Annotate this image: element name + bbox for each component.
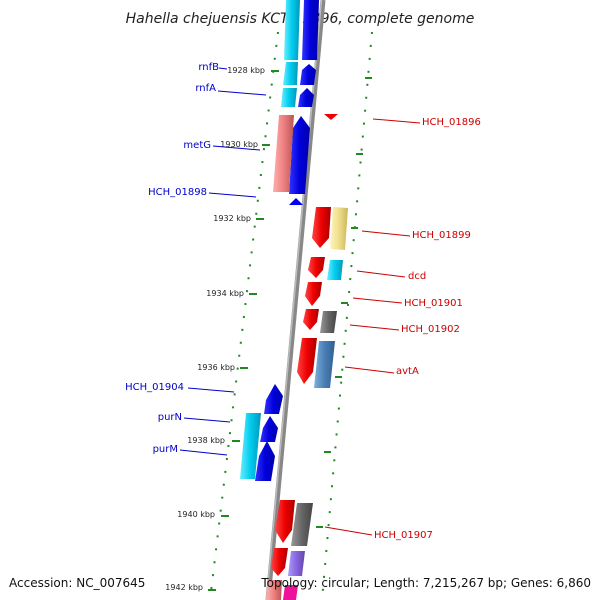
label-HCH_01898[interactable]: HCH_01898 — [148, 187, 207, 198]
outer-tick-dashes — [316, 77, 372, 528]
label-avtA[interactable]: avtA — [396, 366, 419, 377]
left-gene-labels — [179, 67, 267, 456]
gene-avtA-steel[interactable] — [314, 341, 335, 388]
gene-purN[interactable] — [260, 416, 278, 442]
label-HCH_01907[interactable]: HCH_01907 — [374, 530, 433, 541]
gene-HCH_01907[interactable] — [275, 500, 295, 543]
label-metG[interactable]: metG — [183, 140, 211, 151]
tick-label-1930: 1930 kbp — [220, 140, 258, 149]
reverse-strand-genes — [266, 114, 348, 600]
label-purM[interactable]: purM — [153, 444, 178, 455]
gene-HCH_01896[interactable] — [324, 114, 338, 120]
accession-text: Accession: NC_007645 — [9, 576, 145, 590]
gene-rnfB-blue[interactable] — [300, 64, 316, 85]
inner-dotted-guide — [209, 31, 279, 600]
label-rnfA[interactable]: rnfA — [195, 83, 216, 94]
gene-HCH_01907-gray[interactable] — [291, 503, 313, 546]
right-gene-label-text: HCH_01896 HCH_01899 dcd HCH_01901 HCH_01… — [374, 117, 481, 541]
label-HCH_01904[interactable]: HCH_01904 — [125, 382, 184, 393]
gene-red-bottom[interactable] — [271, 548, 288, 576]
tick-label-1928: 1928 kbp — [227, 66, 265, 75]
gene-dcd[interactable] — [308, 257, 325, 278]
gene-purM[interactable] — [255, 441, 275, 481]
tick-label-1934: 1934 kbp — [206, 289, 244, 298]
tick-label-1938: 1938 kbp — [187, 436, 225, 445]
left-gene-label-text: rnfB rnfA metG HCH_01898 HCH_01904 purN … — [125, 62, 219, 455]
topology-text: Topology: circular; Length: 7,215,267 bp… — [260, 576, 591, 590]
gene-HCH_01899-yellow[interactable] — [330, 207, 348, 250]
label-HCH_01896[interactable]: HCH_01896 — [422, 117, 481, 128]
gene-pink-metG[interactable] — [273, 115, 294, 192]
genome-title: Hahella chejuensis KCTC 2396, complete g… — [126, 11, 475, 27]
gene-purple-bottom[interactable] — [288, 551, 305, 576]
gene-avtA[interactable] — [297, 338, 317, 384]
tick-label-1936: 1936 kbp — [197, 363, 235, 372]
gene-rnfA[interactable] — [281, 88, 297, 107]
label-purN[interactable]: purN — [158, 412, 182, 423]
gene-cyan-top[interactable] — [284, 0, 300, 60]
label-HCH_01901[interactable]: HCH_01901 — [404, 298, 463, 309]
gene-HCH_01901[interactable] — [305, 282, 322, 306]
gene-rnfA-blue[interactable] — [298, 88, 314, 107]
gene-HCH_01899[interactable] — [312, 207, 331, 248]
label-HCH_01899[interactable]: HCH_01899 — [412, 230, 471, 241]
gene-magenta-bottom[interactable] — [283, 585, 298, 600]
gene-blue-top[interactable] — [302, 0, 319, 60]
tick-label-1942: 1942 kbp — [165, 583, 203, 592]
gene-metG[interactable] — [289, 116, 310, 194]
gene-rnfB[interactable] — [283, 62, 298, 85]
tick-label-1932: 1932 kbp — [213, 214, 251, 223]
gene-HCH_01898[interactable] — [289, 198, 303, 205]
gene-cyan-pur[interactable] — [240, 413, 261, 479]
right-gene-labels — [324, 118, 421, 536]
forward-strand-genes — [240, 0, 319, 481]
gene-HCH_01902[interactable] — [303, 309, 319, 330]
gene-HCH_01904[interactable] — [264, 384, 283, 414]
gene-HCH_01902-gray[interactable] — [320, 311, 337, 333]
kbp-ticks: 1928 kbp 1930 kbp 1932 kbp 1934 kbp 1936… — [165, 66, 279, 592]
tick-label-1940: 1940 kbp — [177, 510, 215, 519]
gene-dcd-cyan[interactable] — [327, 260, 343, 280]
label-HCH_01902[interactable]: HCH_01902 — [401, 324, 460, 335]
label-dcd[interactable]: dcd — [408, 271, 426, 282]
gene-pink-bottom[interactable] — [266, 580, 282, 600]
label-rnfB[interactable]: rnfB — [198, 62, 219, 73]
